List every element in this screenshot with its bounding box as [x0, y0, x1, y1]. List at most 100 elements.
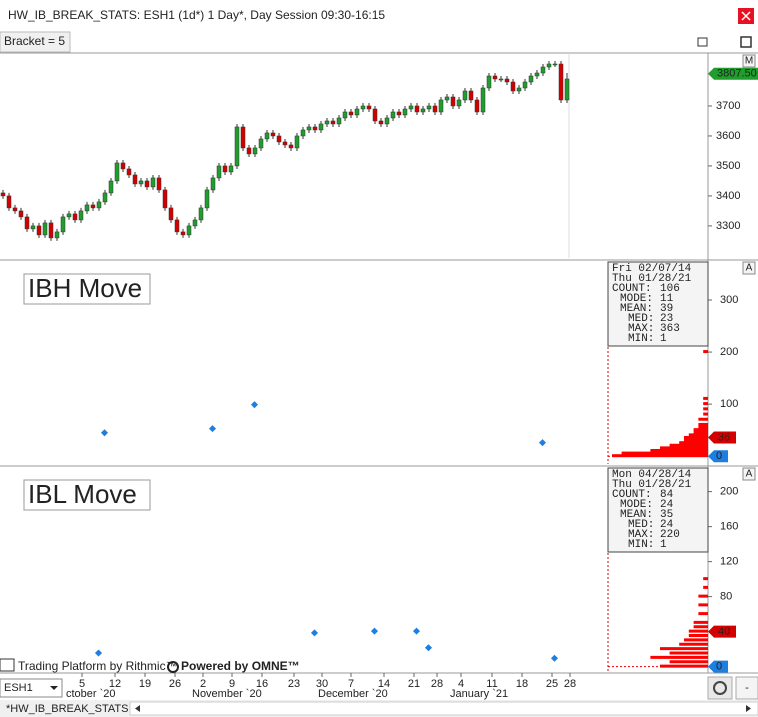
candle-body [270, 132, 276, 137]
stats-label: MED: [628, 313, 654, 325]
scrollbar[interactable] [129, 701, 758, 716]
candle-body [150, 177, 156, 188]
candle-body [210, 177, 216, 191]
candle-body [84, 204, 90, 212]
symbol-select[interactable] [0, 678, 63, 698]
candle-body [378, 120, 384, 125]
candle-body [426, 105, 432, 110]
candle-body [420, 108, 426, 113]
zoom-button[interactable] [735, 676, 758, 700]
distribution-bar [621, 451, 708, 455]
restore-icon[interactable] [697, 37, 708, 47]
x-tick-label: 2 [200, 678, 206, 690]
zoom-label: - [745, 682, 749, 694]
y-tick-label: 160 [720, 521, 738, 533]
last-price-marker [708, 67, 758, 80]
bracket-box[interactable] [0, 31, 71, 53]
candle-body [396, 111, 402, 116]
y-tick-label: 200 [720, 486, 738, 498]
panel-title: IBL Move [28, 479, 137, 509]
x-tick-label: 7 [348, 678, 354, 690]
candle-body [18, 210, 24, 218]
stats-date: Mon 04/28/14 [612, 469, 692, 481]
candle-body [354, 108, 360, 116]
stats-value: 35 [660, 509, 673, 521]
candle-body [480, 87, 486, 113]
candle-body [546, 63, 552, 68]
x-tick-label: 14 [378, 678, 390, 690]
m-button[interactable] [742, 54, 756, 68]
tab-label[interactable]: *HW_IB_BREAK_STATS [6, 703, 128, 715]
a-button[interactable] [742, 467, 756, 481]
stats-label: MODE: [620, 499, 653, 511]
candle-body [0, 192, 6, 197]
current-label: 40 [718, 626, 730, 638]
y-tick-label: 3300 [716, 220, 740, 232]
rithmic-icon [0, 658, 15, 672]
bracket-label: Bracket = 5 [4, 34, 65, 48]
candle-body [54, 231, 60, 239]
x-tick-label: 11 [486, 678, 497, 690]
stats-value: 220 [660, 529, 680, 541]
zero-label: 0 [716, 450, 722, 462]
candle-body [72, 213, 78, 221]
current-marker [708, 431, 736, 444]
candle-body [288, 144, 294, 149]
candle-body [180, 231, 186, 236]
stats-value: 106 [660, 283, 680, 295]
candle-body [468, 90, 474, 101]
stats-date: Thu 01/28/21 [612, 479, 692, 491]
stats-label: MED: [628, 519, 654, 531]
candle-body [516, 87, 522, 92]
candle-body [534, 72, 540, 77]
candle-body [60, 216, 66, 233]
distribution-bar [703, 396, 708, 400]
y-tick-label: 3500 [716, 160, 740, 172]
zero-label: 0 [716, 661, 722, 673]
candle-body [216, 165, 222, 179]
x-tick-label: 23 [288, 678, 300, 690]
candle-body [102, 192, 108, 203]
refresh-button[interactable] [707, 676, 733, 700]
point [94, 649, 103, 657]
distribution-bar [698, 422, 708, 426]
x-tick-label: 16 [256, 678, 268, 690]
distribution-bar [703, 412, 708, 416]
distribution-bar [684, 435, 708, 439]
stats-box [607, 261, 709, 347]
a-button[interactable] [742, 261, 756, 275]
candle-body [300, 129, 306, 137]
distribution-bar [698, 417, 708, 421]
maximize-icon[interactable] [740, 36, 752, 48]
distribution-bar [703, 350, 708, 354]
candle-body [504, 78, 510, 83]
x-tick-label: 18 [516, 678, 528, 690]
stats-value: 39 [660, 303, 673, 315]
a-button-label: A [746, 469, 753, 480]
candle-body [42, 222, 48, 236]
stats-label: MEAN: [620, 303, 653, 315]
distribution-bar [679, 642, 708, 646]
candle-body [342, 111, 348, 119]
candle-body [360, 105, 366, 110]
stats-value: 84 [660, 489, 674, 501]
candle-body [330, 120, 336, 125]
candle-body [162, 189, 168, 209]
y-tick-label: 3600 [716, 130, 740, 142]
candle-body [144, 180, 150, 188]
distribution-bar [703, 585, 708, 589]
candle-body [228, 165, 234, 173]
candle-body [222, 165, 228, 173]
candle-body [276, 135, 282, 143]
distribution-bar [688, 634, 708, 637]
candle-body [168, 207, 174, 221]
distribution-bar [688, 433, 708, 437]
candle-body [192, 219, 198, 227]
candle-body [366, 105, 372, 110]
candle-body [108, 180, 114, 194]
candle-body [564, 78, 570, 101]
current-label: 36 [718, 431, 730, 443]
candle-body [456, 99, 462, 107]
distribution-bar [650, 655, 708, 659]
